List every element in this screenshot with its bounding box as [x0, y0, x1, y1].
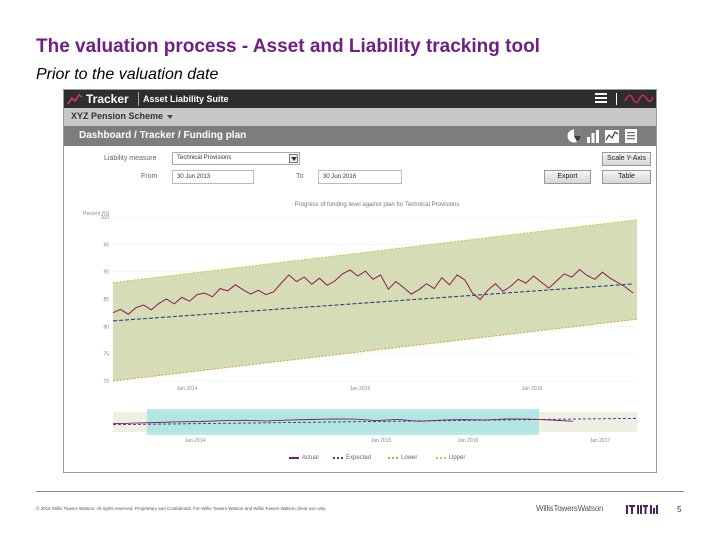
- tracker-logo-icon: [67, 93, 83, 105]
- topbar-divider: [616, 93, 617, 105]
- scale-y-axis-button[interactable]: Scale Y-Axis: [602, 152, 651, 166]
- app-topbar: Tracker Asset Liability Suite: [64, 90, 656, 108]
- chart-title: Progress of funding level against plan f…: [295, 202, 460, 208]
- page-number: 5: [677, 505, 682, 514]
- table-list-icon[interactable]: [623, 127, 639, 145]
- x-tick-label: Jan 2015: [350, 386, 371, 392]
- scheme-selector[interactable]: XYZ Pension Scheme: [64, 108, 656, 126]
- navigator-chart[interactable]: Jan 2014 Jan 2015 Jan 2016 Jan 2017: [81, 408, 641, 450]
- y-tick-label: 70: [103, 379, 109, 385]
- navigator-actual-line: [112, 418, 574, 425]
- expected-series-line: [112, 283, 634, 322]
- breadcrumb: Dashboard / Tracker / Funding plan: [79, 130, 247, 141]
- legend-label: Lower: [401, 455, 418, 461]
- x-tick-label: Jan 2014: [177, 386, 198, 392]
- y-tick-label: 75: [103, 352, 109, 358]
- navigator-tick-label: Jan 2014: [185, 438, 206, 444]
- chevron-down-icon[interactable]: [167, 115, 173, 119]
- hamburger-menu-icon[interactable]: [595, 93, 607, 105]
- navigator-tick-label: Jan 2016: [458, 438, 479, 444]
- slide-subtitle: Prior to the valuation date: [36, 66, 219, 83]
- y-tick-label: 90: [103, 270, 109, 276]
- legend-swatch: [388, 457, 398, 459]
- y-axis-label: Percent (%): [83, 211, 110, 217]
- footer-divider: [36, 491, 684, 492]
- lower-series-line: [112, 318, 638, 382]
- liability-measure-label: Liability measure: [104, 155, 157, 162]
- to-date-field[interactable]: 30 Jun 2016: [318, 170, 402, 184]
- scheme-name[interactable]: XYZ Pension Scheme: [71, 111, 164, 121]
- legend-label: Actual: [302, 455, 319, 461]
- liability-measure-value: Technical Provisions: [177, 155, 232, 161]
- pie-chart-icon[interactable]: [566, 127, 582, 145]
- tracker-app-window: Tracker Asset Liability Suite XYZ Pensio…: [63, 89, 657, 473]
- legend-label: Upper: [449, 455, 466, 461]
- funding-level-chart: Progress of funding level against plan f…: [83, 202, 638, 392]
- from-date-field[interactable]: 30 Jun 2013: [172, 170, 254, 184]
- legend-label: Expected: [346, 455, 372, 461]
- navigator-tick-label: Jan 2015: [371, 438, 392, 444]
- export-button[interactable]: Export: [544, 170, 591, 184]
- actual-series-line: [112, 268, 634, 315]
- brand-logo-icon: [626, 505, 658, 514]
- x-tick-label: Jan 2016: [522, 386, 543, 392]
- copyright-notice: © 2016 Willis Towers Watson. All rights …: [36, 506, 327, 511]
- legend-swatch: [289, 457, 299, 459]
- chevron-down-icon[interactable]: [289, 154, 298, 163]
- bar-chart-icon[interactable]: [585, 127, 601, 145]
- upper-series-line: [112, 219, 638, 284]
- tolerance-band: [113, 219, 637, 381]
- footer-brand: WillisTowersWatson: [536, 504, 604, 513]
- line-chart-icon[interactable]: [604, 127, 620, 145]
- app-brand: Tracker: [86, 92, 129, 106]
- to-label: To: [296, 173, 304, 180]
- navigator-expected-line: [112, 417, 638, 426]
- legend-swatch: [436, 457, 446, 459]
- liability-measure-select[interactable]: Technical Provisions: [172, 152, 300, 165]
- table-button[interactable]: Table: [602, 170, 651, 184]
- y-tick-label: 100: [101, 215, 110, 221]
- from-label: From: [141, 173, 158, 180]
- navigator-tick-label: Jan 2017: [590, 438, 611, 444]
- y-tick-label: 80: [103, 324, 109, 330]
- breadcrumb-bar: Dashboard / Tracker / Funding plan: [64, 126, 656, 146]
- y-tick-label: 85: [103, 297, 109, 303]
- legend-swatch: [333, 457, 343, 459]
- app-suite-name: Asset Liability Suite: [138, 92, 233, 106]
- company-logo-icon: [624, 94, 654, 104]
- slide-title: The valuation process - Asset and Liabil…: [36, 36, 540, 57]
- y-tick-label: 95: [103, 242, 109, 248]
